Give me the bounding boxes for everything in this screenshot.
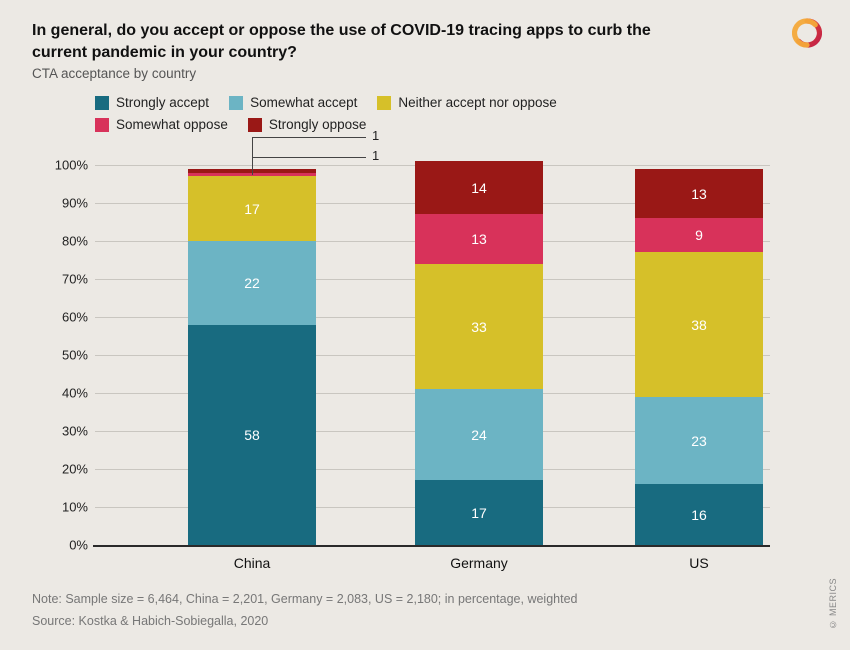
segment-somewhat_accept: 24 — [415, 389, 543, 480]
segment-somewhat_accept: 22 — [188, 241, 316, 325]
swatch-strongly-accept — [95, 96, 109, 110]
y-axis-label: 80% — [0, 234, 88, 249]
y-axis-label: 50% — [0, 348, 88, 363]
x-axis-label: China — [234, 555, 271, 571]
legend-item-strongly-oppose: Strongly oppose — [248, 114, 367, 136]
swatch-strongly-oppose — [248, 118, 262, 132]
segment-strongly_oppose: 13 — [635, 169, 763, 218]
legend-label: Strongly oppose — [269, 114, 367, 136]
segment-strongly_accept: 17 — [415, 480, 543, 545]
plot-area: 5822171724331314162338913 — [95, 165, 770, 545]
segment-neither: 33 — [415, 264, 543, 389]
callout-value: 1 — [372, 148, 379, 163]
y-axis-label: 10% — [0, 500, 88, 515]
legend-item-somewhat-accept: Somewhat accept — [229, 92, 357, 114]
legend-label: Neither accept nor oppose — [398, 92, 556, 114]
swatch-somewhat-accept — [229, 96, 243, 110]
swatch-somewhat-oppose — [95, 118, 109, 132]
x-axis-label: US — [689, 555, 708, 571]
segment-somewhat_oppose: 9 — [635, 218, 763, 252]
x-axis-label: Germany — [450, 555, 508, 571]
callout-leader — [252, 137, 366, 138]
callout-leader — [252, 157, 253, 171]
bar-china: 582217 — [188, 165, 316, 545]
legend-label: Somewhat oppose — [116, 114, 228, 136]
chart-title: In general, do you accept or oppose the … — [32, 20, 672, 63]
y-axis-label: 90% — [0, 196, 88, 211]
swatch-neither — [377, 96, 391, 110]
legend-item-strongly-accept: Strongly accept — [95, 92, 209, 114]
callout-value: 1 — [372, 128, 379, 143]
chart-subtitle: CTA acceptance by country — [32, 66, 196, 81]
y-axis-label: 100% — [0, 158, 88, 173]
legend-row-1: Strongly accept Somewhat accept Neither … — [95, 92, 577, 114]
segment-neither: 38 — [635, 252, 763, 396]
legend-item-somewhat-oppose: Somewhat oppose — [95, 114, 228, 136]
legend-label: Somewhat accept — [250, 92, 357, 114]
segment-somewhat_oppose: 13 — [415, 214, 543, 263]
legend-label: Strongly accept — [116, 92, 209, 114]
segment-somewhat_accept: 23 — [635, 397, 763, 484]
copyright-text: © MERICS — [828, 578, 838, 630]
y-axis-label: 70% — [0, 272, 88, 287]
bar-us: 162338913 — [635, 165, 763, 545]
segment-strongly_oppose: 14 — [415, 161, 543, 214]
y-axis-label: 0% — [0, 538, 88, 553]
y-axis-label: 20% — [0, 462, 88, 477]
bar-germany: 1724331314 — [415, 165, 543, 545]
chart-note: Note: Sample size = 6,464, China = 2,201… — [32, 592, 577, 606]
callout-leader — [252, 157, 366, 158]
segment-strongly_accept: 58 — [188, 325, 316, 545]
y-axis-label: 30% — [0, 424, 88, 439]
segment-neither: 17 — [188, 176, 316, 241]
y-axis-label: 40% — [0, 386, 88, 401]
y-axis-label: 60% — [0, 310, 88, 325]
legend-row-2: Somewhat oppose Strongly oppose — [95, 114, 386, 136]
legend-item-neither: Neither accept nor oppose — [377, 92, 556, 114]
chart-source: Source: Kostka & Habich-Sobiegalla, 2020 — [32, 614, 268, 628]
segment-strongly_accept: 16 — [635, 484, 763, 545]
brand-logo-icon — [792, 18, 822, 48]
x-axis-baseline — [93, 545, 770, 547]
